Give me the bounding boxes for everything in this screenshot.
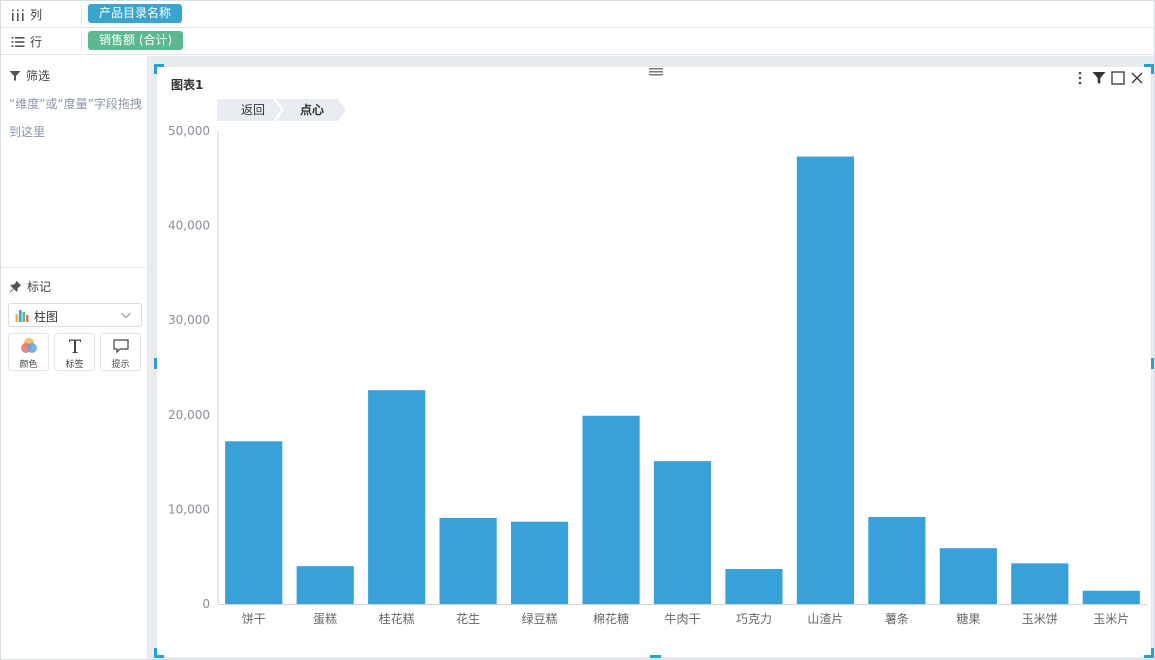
- breadcrumb-current-label: 点心: [300, 103, 325, 117]
- mark-type-value: 柱图: [34, 310, 59, 324]
- color-palette-icon: [21, 338, 37, 353]
- filter-icon[interactable]: [1092, 71, 1106, 85]
- dimension-pill-product-category[interactable]: 产品目录名称: [88, 4, 183, 23]
- columns-shelf-label: 列: [11, 6, 42, 23]
- resize-handle-top-right[interactable]: [1144, 64, 1154, 74]
- drag-handle-icon[interactable]: [649, 68, 663, 76]
- rows-label-text: 行: [30, 35, 43, 49]
- resize-handle-left[interactable]: [154, 358, 157, 369]
- shelf-divider: [81, 31, 82, 52]
- more-vertical-icon[interactable]: [1073, 71, 1087, 85]
- breadcrumb-back[interactable]: 返回: [217, 99, 281, 121]
- panel-divider: [1, 267, 147, 268]
- mark-color-button[interactable]: 颜色: [8, 333, 49, 371]
- rows-shelf[interactable]: 行 销售额 (合计): [1, 28, 1154, 55]
- text-t-icon: [69, 339, 81, 353]
- mark-label-label: 标签: [65, 360, 84, 370]
- pin-icon: [9, 280, 22, 293]
- breadcrumb-current: 点心: [276, 99, 346, 121]
- rows-shelf-label: 行: [11, 33, 42, 50]
- measure-pill-sales-sum[interactable]: 销售额 (合计): [88, 31, 184, 50]
- resize-handle-bottom-right[interactable]: [1144, 648, 1154, 658]
- bar-chart-icon: [15, 310, 29, 322]
- resize-handle-right[interactable]: [1151, 358, 1154, 369]
- resize-handle-bottom[interactable]: [650, 655, 661, 658]
- chart-title: 图表1: [171, 78, 204, 92]
- filter-icon: [9, 70, 21, 81]
- shelf-divider: [81, 4, 82, 25]
- maximize-icon[interactable]: [1111, 71, 1125, 85]
- mark-label-button[interactable]: 标签: [54, 333, 95, 371]
- mark-tooltip-button[interactable]: 提示: [100, 333, 141, 371]
- mark-color-label: 颜色: [19, 360, 38, 370]
- filter-title-text: 筛选: [26, 69, 51, 83]
- mark-type-select[interactable]: 柱图: [8, 303, 142, 327]
- columns-label-text: 列: [30, 8, 43, 22]
- filter-drop-zone[interactable]: “维度”或“度量”字段拖拽到这里: [9, 97, 142, 139]
- marks-section-title: 标记: [9, 278, 51, 295]
- mark-tooltip-label: 提示: [111, 360, 130, 370]
- marks-title-text: 标记: [27, 280, 52, 294]
- chevron-down-icon: [121, 312, 131, 319]
- columns-icon: [12, 9, 24, 21]
- resize-handle-top-left[interactable]: [154, 64, 164, 74]
- breadcrumb-back-shape: [217, 99, 281, 121]
- filter-section-title: 筛选: [9, 67, 50, 84]
- columns-shelf[interactable]: 列 产品目录名称: [1, 1, 1154, 28]
- left-panel: 筛选 “维度”或“度量”字段拖拽到这里 标记 柱图 颜色 标签: [1, 56, 148, 659]
- close-icon[interactable]: [1130, 71, 1144, 85]
- breadcrumb-current-shape: [276, 99, 346, 121]
- chart-card[interactable]: [156, 66, 1152, 658]
- breadcrumb-back-label: 返回: [241, 103, 266, 117]
- rows-icon: [11, 36, 25, 47]
- speech-bubble-icon: [113, 339, 129, 354]
- resize-handle-bottom-left[interactable]: [154, 648, 164, 658]
